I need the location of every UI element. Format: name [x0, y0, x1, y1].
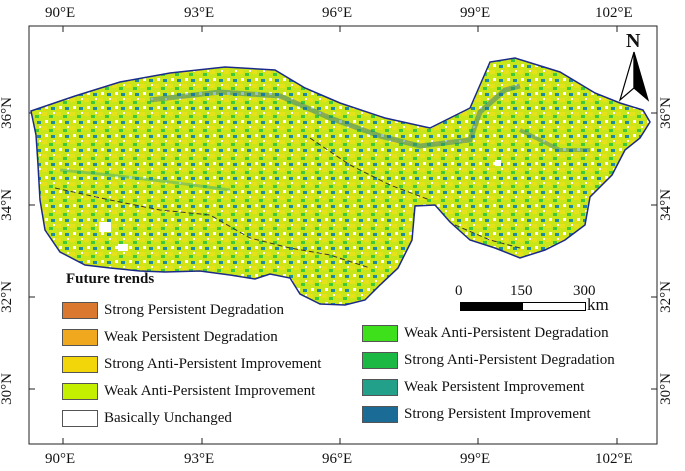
- legend-swatch: [362, 351, 398, 369]
- legend-label: Strong Anti-Persistent Improvement: [104, 355, 322, 372]
- legend-item-strong-persistent-improvement: Strong Persistent Improvement: [362, 405, 591, 423]
- legend-item-strong-persistent-degradation: Strong Persistent Degradation: [62, 301, 284, 319]
- scale-label-300: 300: [573, 283, 596, 299]
- legend-item-strong-anti-persistent-improvement: Strong Anti-Persistent Improvement: [62, 355, 321, 373]
- legend-label: Weak Persistent Degradation: [104, 328, 278, 345]
- study-region: [30, 57, 651, 306]
- lat-label-left-1: 36°N: [0, 97, 15, 129]
- lon-label-top-3: 96°E: [322, 5, 353, 21]
- legend-label: Weak Anti-Persistent Improvement: [104, 382, 316, 399]
- lon-label-top-4: 99°E: [460, 5, 491, 21]
- legend-item-basically-unchanged: Basically Unchanged: [62, 409, 232, 427]
- legend-label: Weak Anti-Persistent Degradation: [404, 324, 609, 341]
- legend-swatch: [62, 409, 98, 427]
- scale-label-150: 150: [510, 283, 533, 299]
- legend-swatch: [62, 382, 98, 400]
- lat-label-right-3: 32°N: [657, 281, 674, 313]
- legend-label: Basically Unchanged: [104, 409, 232, 426]
- legend-swatch: [62, 328, 98, 346]
- lon-label-bottom-2: 93°E: [184, 451, 215, 467]
- lat-label-right-4: 30°N: [657, 373, 674, 405]
- scale-unit: km: [587, 295, 609, 314]
- north-arrow-icon: [618, 51, 650, 102]
- legend-swatch: [362, 405, 398, 423]
- lat-label-left-2: 34°N: [0, 189, 15, 221]
- scale-bar-segment-black: [460, 302, 524, 311]
- lon-label-top-5: 102°E: [595, 5, 633, 21]
- legend-item-weak-anti-persistent-degradation: Weak Anti-Persistent Degradation: [362, 324, 609, 342]
- legend-swatch: [62, 355, 98, 373]
- legend-item-weak-persistent-degradation: Weak Persistent Degradation: [62, 328, 278, 346]
- lon-label-top-2: 93°E: [184, 5, 215, 21]
- scale-bar-segment-white: [522, 302, 586, 311]
- map-frame: [28, 25, 658, 445]
- lon-label-bottom-3: 96°E: [322, 451, 353, 467]
- lat-label-right-2: 34°N: [657, 189, 674, 221]
- legend-label: Strong Persistent Improvement: [404, 405, 591, 422]
- legend-title: Future trends: [66, 271, 155, 287]
- scale-label-0: 0: [455, 283, 463, 299]
- legend-swatch: [362, 378, 398, 396]
- frame-ticks: [29, 26, 657, 444]
- scale-bar: 0 150 300 km: [455, 283, 630, 315]
- legend-item-strong-anti-persistent-degradation: Strong Anti-Persistent Degradation: [362, 351, 615, 369]
- lon-label-bottom-5: 102°E: [595, 451, 633, 467]
- north-arrow: N: [614, 30, 654, 102]
- legend-label: Strong Anti-Persistent Degradation: [404, 351, 615, 368]
- lat-label-right-1: 36°N: [657, 97, 674, 129]
- lon-label-top-1: 90°E: [45, 5, 76, 21]
- legend-label: Strong Persistent Degradation: [104, 301, 284, 318]
- legend-swatch: [362, 324, 398, 342]
- legend-item-weak-anti-persistent-improvement: Weak Anti-Persistent Improvement: [62, 382, 315, 400]
- legend-swatch: [62, 301, 98, 319]
- lat-label-left-4: 30°N: [0, 373, 15, 405]
- legend-item-weak-persistent-improvement: Weak Persistent Improvement: [362, 378, 584, 396]
- lon-label-bottom-1: 90°E: [45, 451, 76, 467]
- legend-label: Weak Persistent Improvement: [404, 378, 585, 395]
- lon-label-bottom-4: 99°E: [460, 451, 491, 467]
- north-label: N: [626, 30, 641, 52]
- lat-label-left-3: 32°N: [0, 281, 15, 313]
